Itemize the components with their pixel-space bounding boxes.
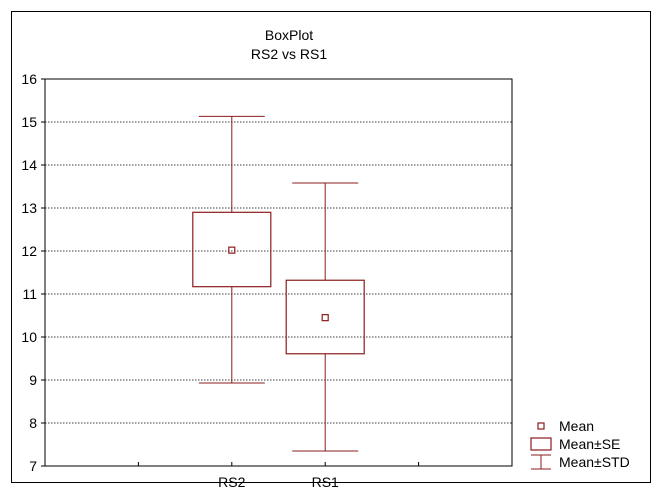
legend-se-icon <box>530 437 552 451</box>
legend-item-se-box: Mean±SE <box>530 436 620 452</box>
legend-item-mean-marker: Mean <box>537 418 594 434</box>
y-tick-label: 13 <box>21 200 37 216</box>
chart-subtitle: RS2 vs RS1 <box>251 46 327 62</box>
legend-label: Mean±SE <box>559 436 620 452</box>
plot-area: 7 8 9 10 11 12 13 14 15 16 RS2 RS1 <box>21 71 513 490</box>
y-tick-label: 10 <box>21 329 37 345</box>
mean-marker <box>321 314 329 322</box>
x-tick-label: RS1 <box>312 474 339 490</box>
mean-marker <box>228 246 236 254</box>
box-group-rs2 <box>192 115 272 384</box>
legend-label: Mean <box>559 418 594 434</box>
y-tick-label: 9 <box>29 372 37 388</box>
chart-title: BoxPlot <box>265 27 313 43</box>
y-tick-label: 12 <box>21 243 37 259</box>
legend-item-std-whisker: Mean±STD <box>531 454 630 470</box>
legend-mean-icon <box>537 422 545 430</box>
box-group-rs1 <box>285 182 365 452</box>
x-tick-label: RS2 <box>218 474 245 490</box>
se-box <box>285 279 365 355</box>
legend: Mean Mean±SE Mean±STD <box>530 418 630 470</box>
chart-frame <box>11 11 651 483</box>
se-box <box>192 211 272 288</box>
y-tick-label: 16 <box>21 71 37 87</box>
y-tick-label: 7 <box>29 458 37 474</box>
y-tick-label: 11 <box>22 286 37 302</box>
y-tick-label: 8 <box>29 415 37 431</box>
plot-border <box>44 78 513 467</box>
y-tick-label: 15 <box>21 114 37 130</box>
y-tick-label: 14 <box>21 157 37 173</box>
legend-label: Mean±STD <box>559 454 630 470</box>
